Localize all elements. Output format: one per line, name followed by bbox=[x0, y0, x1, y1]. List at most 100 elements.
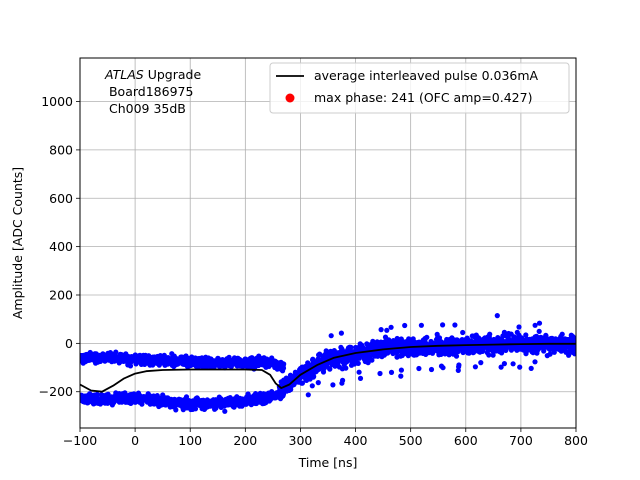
average-pulse-line bbox=[80, 342, 576, 393]
scatter-point bbox=[453, 353, 460, 359]
scatter-point bbox=[498, 364, 504, 370]
scatter-point bbox=[517, 364, 523, 370]
scatter-point bbox=[523, 332, 529, 338]
scatter-point bbox=[315, 380, 321, 386]
scatter-point bbox=[452, 322, 458, 328]
scatter-point bbox=[572, 351, 576, 357]
legend: average interleaved pulse 0.036mA max ph… bbox=[269, 62, 570, 114]
scatter-point bbox=[460, 329, 466, 336]
scatter-point bbox=[310, 356, 316, 362]
x-tick-label: 500 bbox=[399, 433, 423, 448]
scatter-point bbox=[365, 360, 371, 366]
x-axis: −100 0 100 200 300 400 500 600 700 800 bbox=[63, 428, 588, 448]
annotation-atlas: ATLAS bbox=[104, 67, 144, 82]
x-axis-label: Time [ns] bbox=[298, 455, 358, 470]
scatter-point bbox=[424, 334, 430, 340]
scatter-point bbox=[516, 324, 522, 330]
scatter-point bbox=[547, 351, 553, 357]
scatter-point bbox=[311, 373, 317, 380]
scatter-point bbox=[388, 324, 394, 330]
scatter-point bbox=[418, 322, 424, 328]
scatter-point bbox=[490, 352, 496, 358]
scatter-point bbox=[440, 322, 446, 328]
scatter-point bbox=[343, 365, 349, 371]
svg-text:ATLAS Upgrade: ATLAS Upgrade bbox=[104, 67, 201, 82]
x-tick-label: 200 bbox=[233, 433, 257, 448]
scatter-point bbox=[127, 363, 134, 369]
scatter-point bbox=[192, 406, 199, 412]
annotation: ATLAS Upgrade Board186975 Ch009 35dB bbox=[104, 67, 201, 116]
scatter-point bbox=[456, 364, 462, 370]
x-tick-label: 400 bbox=[344, 433, 368, 448]
scatter-point bbox=[348, 344, 354, 350]
scatter-point bbox=[478, 360, 484, 366]
y-tick-label: 600 bbox=[49, 191, 73, 206]
scatter-point bbox=[330, 382, 336, 388]
y-axis: −200 0 200 400 600 800 1000 bbox=[39, 94, 80, 399]
scatter-point bbox=[384, 327, 390, 333]
annotation-upgrade: Upgrade bbox=[144, 67, 202, 82]
scatter-point bbox=[536, 328, 542, 334]
scatter-point bbox=[340, 377, 346, 383]
legend-entry-line: average interleaved pulse 0.036mA bbox=[314, 68, 539, 83]
scatter-point bbox=[94, 391, 100, 397]
scatter-point bbox=[305, 392, 311, 398]
y-tick-label: 1000 bbox=[41, 94, 73, 109]
scatter-point bbox=[378, 327, 384, 333]
x-tick-label: 600 bbox=[454, 433, 478, 448]
scatter-point bbox=[486, 352, 492, 358]
y-axis-label: Amplitude [ADC Counts] bbox=[10, 167, 25, 319]
scatter-point bbox=[281, 361, 287, 367]
scatter-point bbox=[309, 383, 315, 389]
scatter-point bbox=[532, 359, 538, 365]
plot-frame bbox=[79, 57, 577, 429]
scatter-point bbox=[113, 349, 119, 355]
y-tick-label: −200 bbox=[39, 384, 73, 399]
legend-box bbox=[269, 62, 570, 114]
scatter-point bbox=[559, 331, 565, 337]
scatter-point bbox=[472, 364, 478, 370]
y-tick-label: 200 bbox=[49, 287, 73, 302]
annotation-board: Board186975 bbox=[105, 84, 193, 99]
scatter-point bbox=[438, 363, 445, 369]
scatter-point bbox=[299, 380, 305, 386]
scatter-point bbox=[398, 373, 404, 379]
scatter-point bbox=[369, 357, 375, 363]
x-tick-label: 300 bbox=[289, 433, 313, 448]
scatter-point bbox=[428, 366, 435, 373]
scatter-point bbox=[487, 331, 493, 337]
scatter-point bbox=[338, 330, 344, 336]
scatter-point bbox=[328, 333, 334, 339]
scatter-point bbox=[357, 375, 364, 381]
annotation-channel: Ch009 35dB bbox=[105, 101, 186, 116]
x-tick-label: 0 bbox=[131, 433, 139, 448]
x-tick-label: 700 bbox=[509, 433, 533, 448]
y-tick-label: 800 bbox=[49, 142, 73, 157]
scatter-point bbox=[566, 352, 572, 358]
scatter-point bbox=[388, 369, 395, 375]
scatter-point bbox=[494, 313, 500, 319]
scatter-point bbox=[416, 365, 422, 372]
scatter-point bbox=[280, 365, 287, 371]
legend-marker-swatch bbox=[285, 93, 295, 103]
scatter-point bbox=[510, 361, 516, 367]
scatter-point bbox=[528, 365, 534, 371]
average-line-series bbox=[80, 342, 576, 393]
scatter-point bbox=[398, 367, 404, 373]
legend-entry-marker: max phase: 241 (OFC amp=0.427) bbox=[314, 90, 532, 105]
scatter-point bbox=[327, 366, 333, 372]
scatter-point bbox=[501, 361, 507, 367]
scatter-point bbox=[532, 322, 538, 328]
x-tick-label: −100 bbox=[63, 433, 97, 448]
scatter-point bbox=[183, 394, 190, 400]
scatter-point bbox=[356, 369, 362, 375]
y-tick-label: 0 bbox=[65, 336, 73, 351]
x-tick-label: 100 bbox=[178, 433, 202, 448]
scatter-point bbox=[173, 407, 179, 413]
scatter-point bbox=[536, 320, 543, 326]
scatter-point bbox=[377, 370, 383, 377]
scatter-point bbox=[222, 408, 228, 414]
scatter-point bbox=[355, 360, 361, 366]
scatter-point bbox=[402, 322, 408, 329]
